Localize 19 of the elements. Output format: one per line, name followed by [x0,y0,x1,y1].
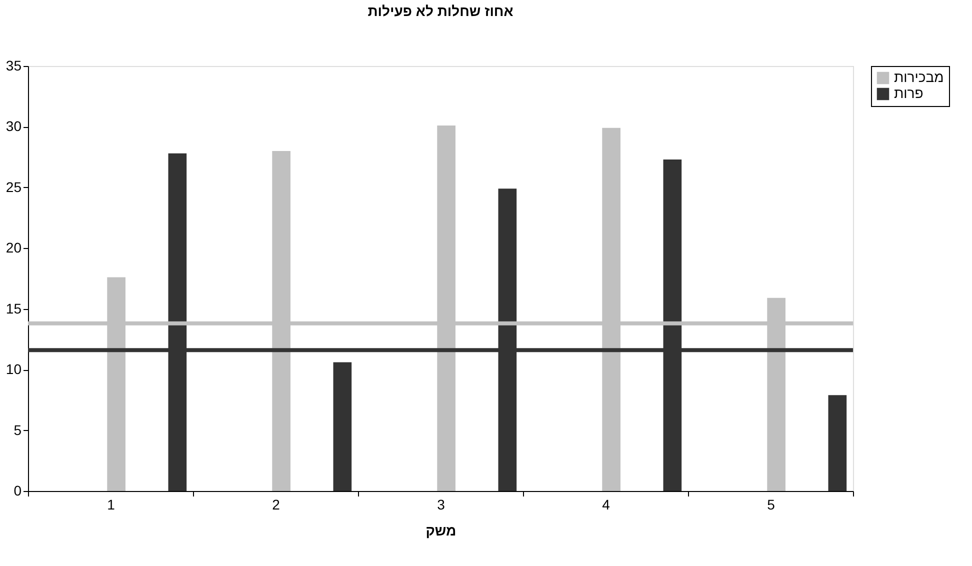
y-tick-label: 35 [6,58,22,74]
x-tick-label: 1 [107,496,116,512]
legend-label: מבכירות [894,69,944,85]
x-tick-label: 5 [767,496,776,512]
x-tick-label: 4 [602,496,610,512]
chart-title: אחוז שחלות לא פעילות [368,3,514,19]
y-tick-label: 30 [6,118,22,134]
y-tick-label: 20 [6,240,22,256]
y-tick-label: 10 [6,361,22,378]
legend-label: פרות [894,85,924,101]
y-tick-label: 0 [14,482,22,498]
bar [828,395,847,491]
x-tick-label: 2 [272,496,280,512]
y-tick-label: 25 [6,178,22,195]
y-tick-label: 5 [14,422,22,438]
x-tick-label: 3 [437,496,446,512]
x-axis-title: משק [426,522,456,538]
bar [333,362,352,491]
y-tick-label: 15 [6,300,22,316]
